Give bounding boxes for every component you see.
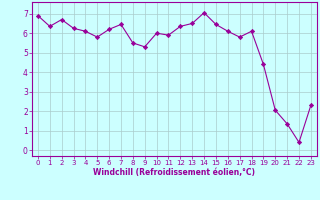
X-axis label: Windchill (Refroidissement éolien,°C): Windchill (Refroidissement éolien,°C) [93, 168, 255, 177]
